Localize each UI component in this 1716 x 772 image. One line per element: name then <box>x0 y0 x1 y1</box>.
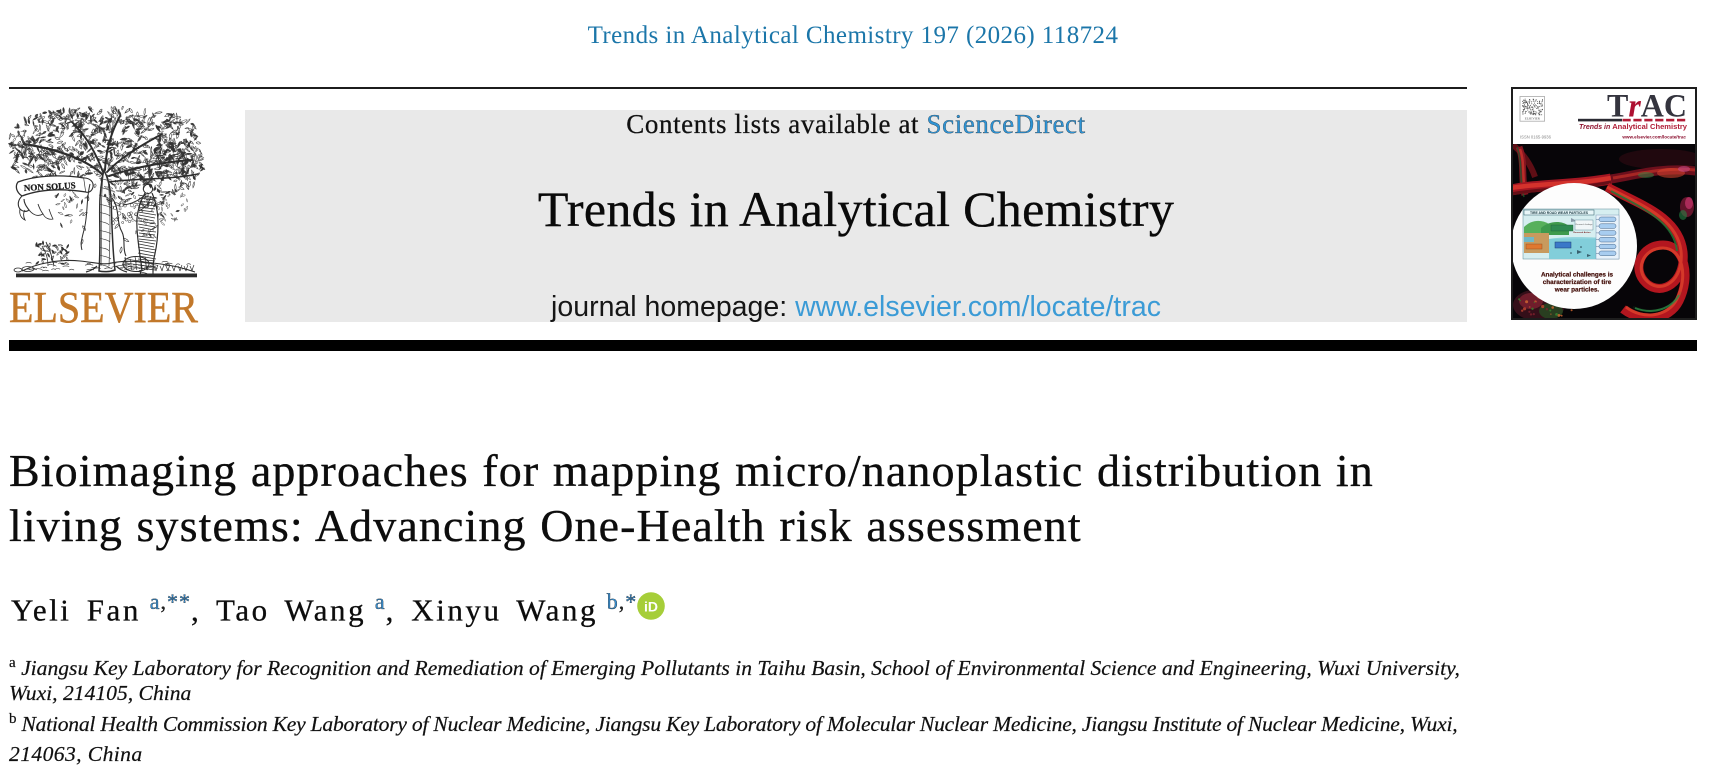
svg-text:ELSEVIER: ELSEVIER <box>1525 117 1541 121</box>
svg-text:www.elsevier.com/locate/trac: www.elsevier.com/locate/trac <box>1621 135 1686 140</box>
svg-text:Research findings: Research findings <box>1576 223 1593 226</box>
svg-text:characterization of tire: characterization of tire <box>1543 279 1612 286</box>
svg-text:TrAC: TrAC <box>1607 89 1687 125</box>
svg-text:NON SOLUS: NON SOLUS <box>24 180 76 193</box>
svg-text:TIRE AND ROAD WEAR PARTICLES: TIRE AND ROAD WEAR PARTICLES <box>1530 211 1589 215</box>
svg-text:Analytical challenges is: Analytical challenges is <box>1541 271 1614 278</box>
svg-text:iD: iD <box>644 599 658 615</box>
svg-text:ELSEVIER: ELSEVIER <box>9 288 199 328</box>
svg-text:Research Action: Research Action <box>1573 231 1591 234</box>
svg-text:wear particles.: wear particles. <box>1554 287 1600 294</box>
svg-text:Trends in Analytical Chemistry: Trends in Analytical Chemistry <box>1579 122 1688 131</box>
svg-text:ISSN 0165-9936: ISSN 0165-9936 <box>1520 135 1552 140</box>
